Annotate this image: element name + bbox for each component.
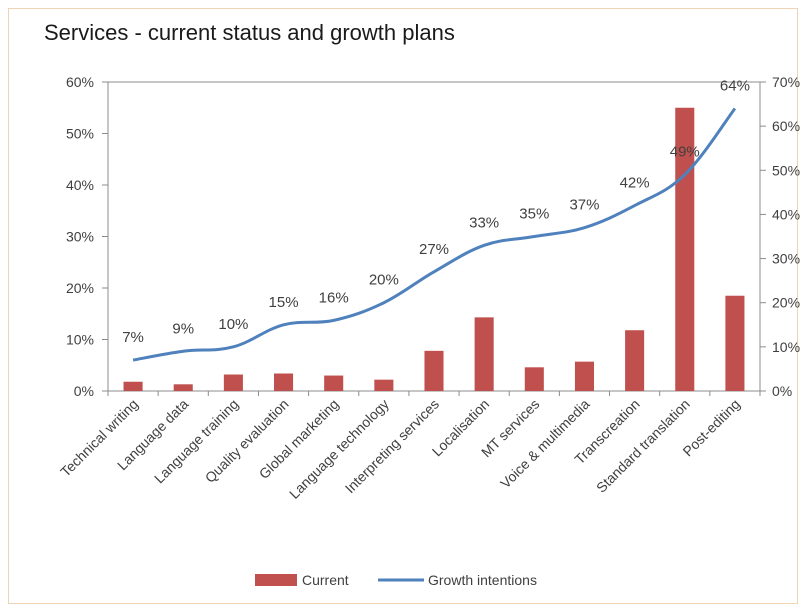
bar-current xyxy=(424,350,444,391)
right-axis-tick-label: 0% xyxy=(772,383,792,399)
chart-title: Services - current status and growth pla… xyxy=(44,20,455,45)
left-axis-tick-label: 10% xyxy=(66,332,94,348)
x-axis-tick-label: Language training xyxy=(151,396,242,487)
right-axis-tick-label: 20% xyxy=(772,295,800,311)
bar-current xyxy=(725,295,745,391)
right-axis-tick-label: 50% xyxy=(772,162,800,178)
growth-data-label: 27% xyxy=(419,241,449,258)
plot-area-border xyxy=(107,81,761,392)
left-axis-tick-label: 0% xyxy=(74,383,94,399)
growth-data-label: 42% xyxy=(620,175,650,192)
x-axis-tick-label: Voice & multimedia xyxy=(497,396,593,492)
line-growth-intentions xyxy=(132,107,737,362)
x-axis-tick-label: Language technology xyxy=(286,396,392,502)
x-axis-tick-label: Interpreting services xyxy=(342,396,442,496)
growth-data-label: 7% xyxy=(122,329,144,346)
left-axis-tick-label: 50% xyxy=(66,126,94,142)
bar-current xyxy=(574,361,594,391)
legend-label-growth: Growth intentions xyxy=(428,572,537,588)
right-axis-tick-label: 30% xyxy=(772,251,800,267)
left-axis-tick-label: 30% xyxy=(66,229,94,245)
left-axis-tick-label: 60% xyxy=(66,74,94,90)
x-axis-tick-label: Quality evaluation xyxy=(202,396,292,486)
right-axis-tick-label: 10% xyxy=(772,339,800,355)
left-axis-tick-label: 20% xyxy=(66,280,94,296)
legend-label-current: Current xyxy=(302,572,349,588)
x-axis-tick-label: Standard translation xyxy=(593,396,693,496)
bar-current xyxy=(173,384,193,391)
bar-current xyxy=(274,373,294,391)
growth-data-label: 35% xyxy=(519,206,549,223)
right-axis-tick-label: 70% xyxy=(772,74,800,90)
growth-data-label: 64% xyxy=(720,77,750,94)
bar-current xyxy=(123,381,143,391)
bar-current xyxy=(324,375,344,391)
growth-data-label: 9% xyxy=(172,320,194,337)
bar-current xyxy=(625,330,645,391)
growth-data-label: 10% xyxy=(218,316,248,333)
growth-data-label: 33% xyxy=(469,214,499,231)
right-axis-tick-label: 40% xyxy=(772,206,800,222)
bar-current xyxy=(374,379,394,391)
growth-data-label: 37% xyxy=(569,197,599,214)
bar-current xyxy=(524,367,544,391)
bar-current xyxy=(223,374,243,391)
left-axis-tick-label: 40% xyxy=(66,177,94,193)
right-axis-tick-label: 60% xyxy=(772,118,800,134)
growth-data-label: 49% xyxy=(670,144,700,161)
legend-swatch-current xyxy=(255,574,297,586)
growth-data-label: 16% xyxy=(319,289,349,306)
growth-data-label: 15% xyxy=(269,294,299,311)
bar-current xyxy=(474,317,494,391)
growth-data-label: 20% xyxy=(369,272,399,289)
chart-frame xyxy=(8,8,798,604)
